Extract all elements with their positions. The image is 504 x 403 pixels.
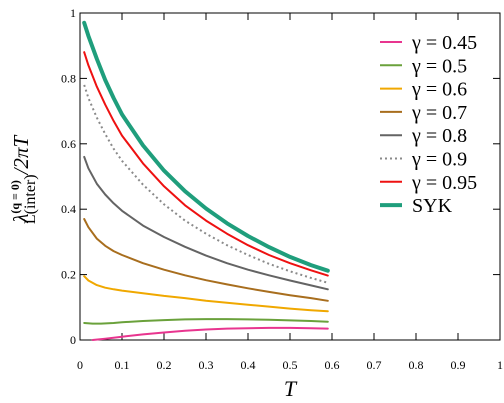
x-tick-label: 0.5 (283, 358, 298, 372)
series-line (83, 218, 329, 302)
x-tick-label: 0.4 (241, 358, 256, 372)
x-tick-label: 0.2 (157, 358, 172, 372)
y-tick-label: 0.2 (61, 268, 76, 282)
y-tick-label: 0.4 (61, 202, 76, 216)
series-line (83, 155, 329, 291)
y-axis-label-lambda: λ (9, 214, 33, 224)
legend-label: γ = 0.45 (411, 32, 477, 54)
svg-text:λ(q = 0)L(inter)/2πT: λ(q = 0)L(inter)/2πT (8, 135, 39, 225)
y-tick-label: 0.8 (61, 71, 76, 85)
y-axis-label-superscript: (q = 0) (8, 180, 22, 214)
y-tick-label: 0 (70, 333, 76, 347)
x-tick-label: 0.3 (199, 358, 214, 372)
series-line (82, 20, 330, 273)
y-tick-label: 0.6 (61, 137, 76, 151)
x-tick-labels: 0 0.1 0.2 0.3 0.4 0.5 0.6 0.7 0.8 0.9 1 (77, 358, 503, 372)
series-line (83, 51, 329, 277)
legend-label: γ = 0.5 (411, 55, 467, 77)
x-tick-label: 0.7 (367, 358, 382, 372)
y-axis-label-suffix: /2πT (9, 135, 33, 176)
x-tick-label: 1 (497, 358, 503, 372)
legend-label: SYK (412, 195, 453, 217)
series-line (83, 318, 329, 325)
axis-ticks (79, 12, 501, 341)
y-tick-label: 1 (70, 6, 76, 20)
legend-label: γ = 0.6 (411, 79, 467, 101)
y-axis-label-subscript: L(inter) (22, 174, 39, 224)
legend-label: γ = 0.9 (411, 149, 467, 171)
series-line (91, 326, 329, 341)
x-tick-label: 0.9 (451, 358, 466, 372)
x-tick-label: 0.8 (409, 358, 424, 372)
series-lines (82, 20, 330, 341)
legend-label: γ = 0.7 (411, 102, 467, 124)
x-axis-label: T (284, 376, 298, 401)
y-axis-label: λ(q = 0)L(inter)/2πT (8, 135, 39, 225)
y-tick-labels: 0 0.2 0.4 0.6 0.8 1 (61, 6, 76, 347)
x-tick-label: 0 (77, 358, 83, 372)
x-tick-label: 0.1 (115, 358, 130, 372)
legend: γ = 0.45γ = 0.5γ = 0.6γ = 0.7γ = 0.8γ = … (380, 32, 477, 217)
legend-label: γ = 0.8 (411, 125, 467, 147)
series-line (83, 275, 329, 313)
legend-label: γ = 0.95 (411, 172, 477, 194)
x-tick-label: 0.6 (325, 358, 340, 372)
